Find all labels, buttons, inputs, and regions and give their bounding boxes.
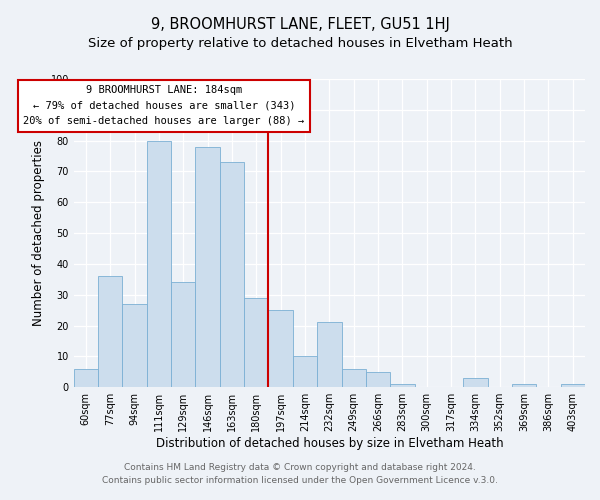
Bar: [98, 276, 122, 387]
Bar: [463, 378, 488, 387]
Bar: [560, 384, 585, 387]
Bar: [512, 384, 536, 387]
Bar: [293, 356, 317, 387]
Bar: [74, 368, 98, 387]
Bar: [244, 298, 268, 387]
Bar: [122, 304, 147, 387]
Bar: [317, 322, 341, 387]
Text: 9, BROOMHURST LANE, FLEET, GU51 1HJ: 9, BROOMHURST LANE, FLEET, GU51 1HJ: [151, 18, 449, 32]
Bar: [171, 282, 196, 387]
Text: Contains HM Land Registry data © Crown copyright and database right 2024.
Contai: Contains HM Land Registry data © Crown c…: [102, 463, 498, 485]
Bar: [220, 162, 244, 387]
Text: 9 BROOMHURST LANE: 184sqm
← 79% of detached houses are smaller (343)
20% of semi: 9 BROOMHURST LANE: 184sqm ← 79% of detac…: [23, 85, 304, 126]
Y-axis label: Number of detached properties: Number of detached properties: [32, 140, 45, 326]
Bar: [147, 140, 171, 387]
Bar: [390, 384, 415, 387]
X-axis label: Distribution of detached houses by size in Elvetham Heath: Distribution of detached houses by size …: [155, 437, 503, 450]
Text: Size of property relative to detached houses in Elvetham Heath: Size of property relative to detached ho…: [88, 38, 512, 51]
Bar: [196, 147, 220, 387]
Bar: [341, 368, 366, 387]
Bar: [366, 372, 390, 387]
Bar: [268, 310, 293, 387]
